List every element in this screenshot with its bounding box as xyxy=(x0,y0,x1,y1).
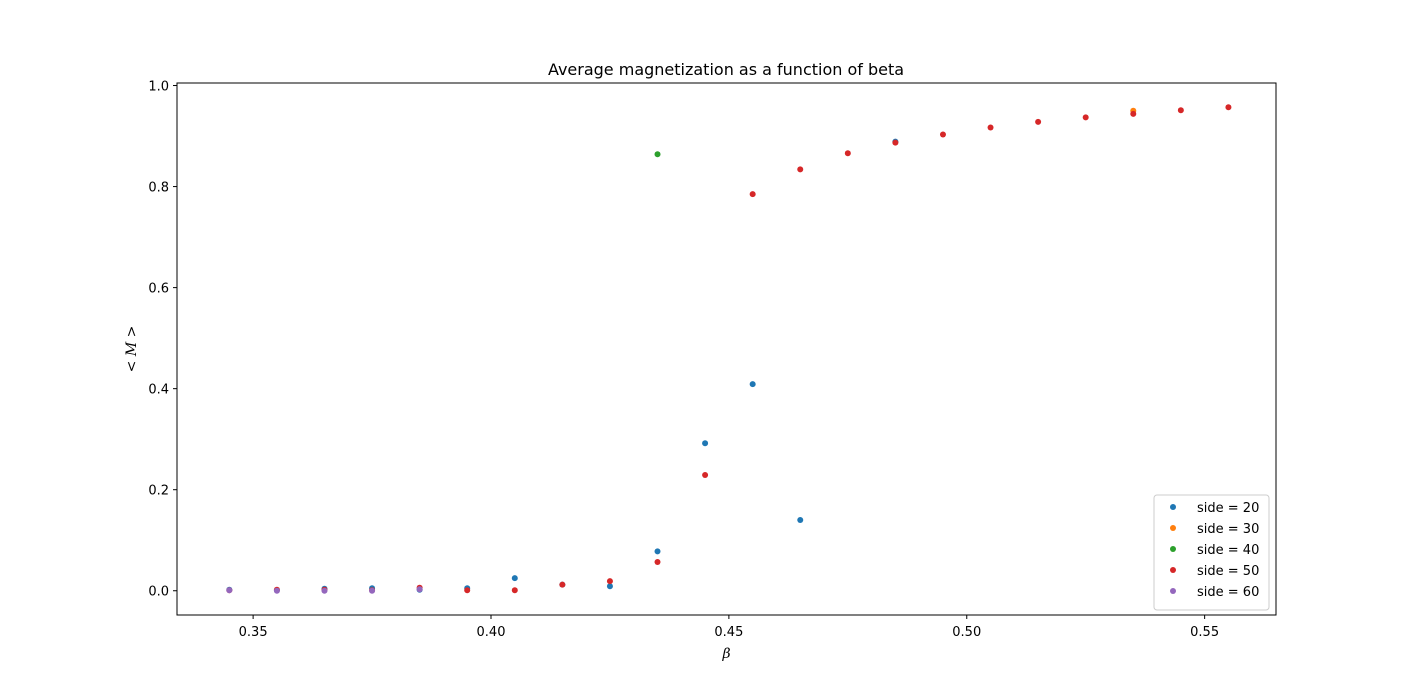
data-point xyxy=(797,166,804,173)
data-point xyxy=(321,587,328,594)
data-point xyxy=(511,575,518,582)
series-4 xyxy=(226,104,1232,594)
legend-marker xyxy=(1170,504,1176,510)
data-point xyxy=(702,440,709,447)
data-point xyxy=(844,150,851,157)
data-point xyxy=(416,586,423,593)
data-point xyxy=(654,558,661,565)
axes-frame xyxy=(176,82,1277,616)
y-tick-label: 0.2 xyxy=(148,484,169,499)
legend-label: side = 40 xyxy=(1197,543,1259,558)
data-point xyxy=(749,191,756,198)
x-tick-label: 0.55 xyxy=(1190,625,1219,640)
data-point xyxy=(1082,114,1089,121)
data-point xyxy=(273,587,280,594)
legend-label: side = 50 xyxy=(1197,564,1259,579)
data-point xyxy=(606,583,613,590)
data-point xyxy=(1225,104,1232,111)
data-point xyxy=(559,581,566,588)
y-tick-label: 0.8 xyxy=(148,181,169,196)
x-tick-label: 0.45 xyxy=(714,625,743,640)
data-point xyxy=(654,548,661,555)
y-tick-label: 0.0 xyxy=(148,585,169,600)
y-tick-label: 0.6 xyxy=(148,282,169,297)
x-axis: 0.35 0.40 0.45 0.50 0.55 xyxy=(239,615,1219,640)
y-tick-label: 0.4 xyxy=(148,383,169,398)
legend-label: side = 60 xyxy=(1197,585,1259,600)
data-point xyxy=(511,587,518,594)
x-tick-label: 0.50 xyxy=(952,625,981,640)
data-point xyxy=(797,517,804,524)
data-point xyxy=(369,587,376,594)
data-point xyxy=(1130,110,1137,117)
x-axis-label: β xyxy=(721,646,730,662)
data-point xyxy=(749,381,756,388)
legend: side = 20 side = 30 side = 40 side = 50 side… xyxy=(1153,494,1270,611)
x-tick-label: 0.40 xyxy=(477,625,506,640)
data-point xyxy=(702,472,709,479)
y-axis-label: < M > xyxy=(124,326,140,373)
data-point xyxy=(464,587,471,594)
data-point xyxy=(226,587,233,594)
data-point xyxy=(1177,107,1184,114)
data-point xyxy=(606,578,613,585)
legend-marker xyxy=(1170,567,1176,573)
legend-label: side = 20 xyxy=(1197,501,1259,516)
series-5 xyxy=(226,586,423,594)
y-axis: 0.0 0.2 0.4 0.6 0.8 1.0 xyxy=(148,80,177,600)
data-point xyxy=(1035,118,1042,125)
data-point xyxy=(939,131,946,138)
legend-label: side = 30 xyxy=(1197,522,1259,537)
data-point xyxy=(654,151,661,158)
data-point xyxy=(892,139,899,146)
legend-box xyxy=(1153,494,1270,611)
legend-marker xyxy=(1170,525,1176,531)
chart-title: Average magnetization as a function of b… xyxy=(548,60,904,79)
series-3 xyxy=(654,151,661,158)
legend-marker xyxy=(1170,546,1176,552)
legend-marker xyxy=(1170,588,1176,594)
x-tick-label: 0.35 xyxy=(239,625,268,640)
y-tick-label: 1.0 xyxy=(148,80,169,95)
series-1 xyxy=(226,138,899,594)
data-point xyxy=(987,124,994,131)
data-points xyxy=(226,104,1232,594)
